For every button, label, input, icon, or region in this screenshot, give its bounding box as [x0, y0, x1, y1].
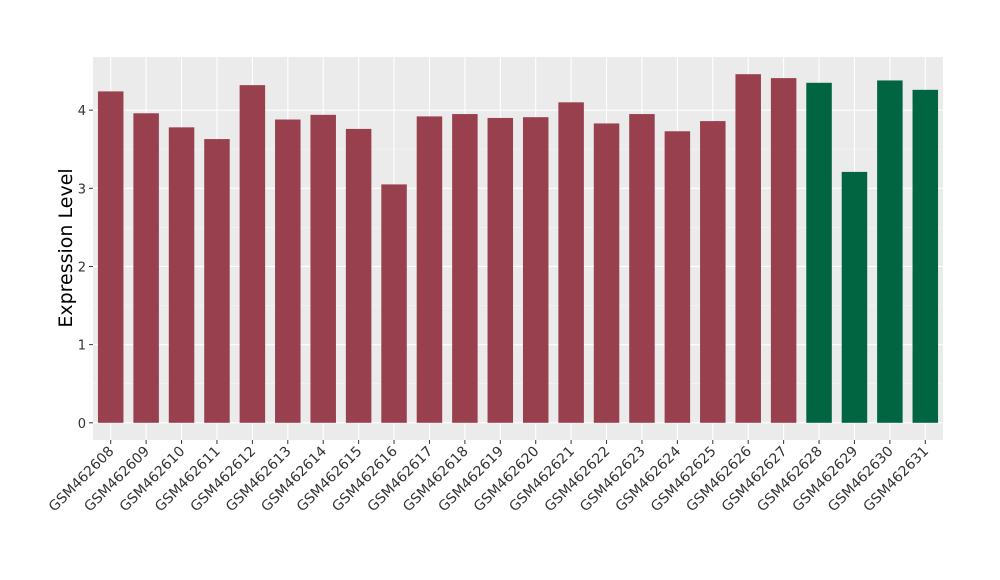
- plot-panel: [93, 57, 943, 440]
- bar: [381, 184, 407, 423]
- bar: [452, 114, 478, 423]
- bar: [275, 119, 301, 423]
- bar: [522, 117, 549, 423]
- bar: [700, 121, 726, 423]
- bar: [345, 128, 372, 423]
- bar: [310, 114, 336, 423]
- bar: [629, 114, 655, 423]
- bar: [416, 116, 443, 423]
- bar: [487, 117, 514, 423]
- bar: [735, 74, 761, 423]
- bar: [912, 89, 939, 423]
- bar: [877, 80, 903, 423]
- bar: [770, 78, 797, 423]
- y-tick-label: 2: [78, 260, 86, 275]
- bar: [593, 123, 620, 423]
- bar: [806, 82, 832, 423]
- bar: [204, 139, 230, 423]
- bar: [841, 171, 868, 423]
- y-axis-label: Expression Level: [55, 168, 77, 327]
- y-tick-label: 4: [78, 104, 86, 119]
- bar: [558, 102, 584, 423]
- bar: [133, 113, 159, 423]
- bar: [239, 85, 266, 423]
- bar: [168, 127, 195, 423]
- y-tick-label: 3: [78, 182, 86, 197]
- y-tick-label: 0: [78, 417, 86, 432]
- bar: [97, 91, 124, 423]
- y-tick-label: 1: [78, 339, 86, 354]
- bar: [664, 131, 691, 423]
